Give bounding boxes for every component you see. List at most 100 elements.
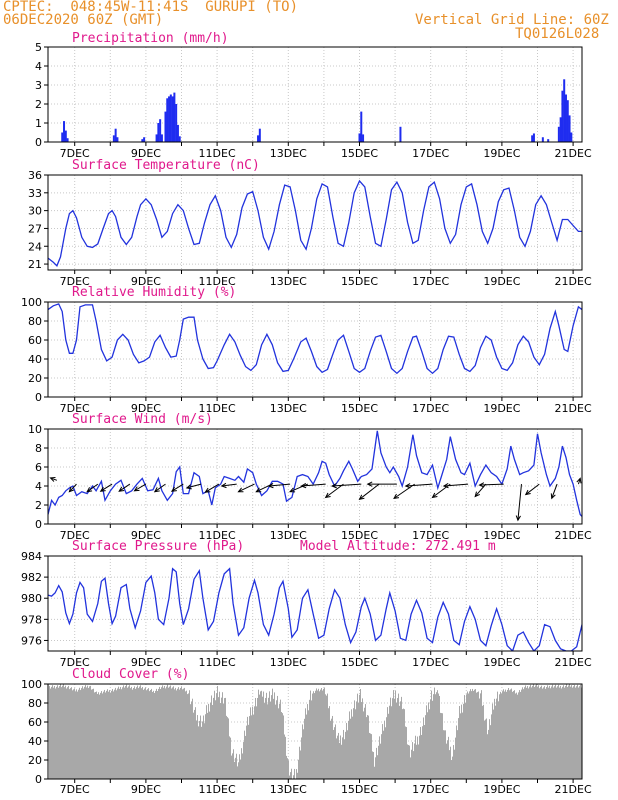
cloud-bar: [325, 694, 326, 779]
cloud-panel: 0 20 40 60 80 100 7DEC 9DEC 11DEC 13DEC 15DEC 17DEC…: [21, 667, 592, 796]
cloud-bar: [555, 684, 556, 779]
humidity-series-line: [48, 303, 582, 375]
cloud-bar: [158, 688, 159, 779]
cloud-bar: [85, 685, 86, 779]
cloud-bar: [481, 690, 482, 779]
humidity-ytick-label: 0: [35, 391, 42, 404]
cloud-bar: [452, 756, 453, 779]
cloud-bar: [501, 693, 502, 779]
cloud-bar: [300, 750, 301, 779]
cloud-bar: [439, 695, 440, 779]
cloud-bar: [424, 724, 425, 779]
cloud-bar: [517, 694, 518, 779]
wind-arrow-head: [524, 489, 531, 496]
cloud-bar: [448, 736, 449, 779]
precip-bar: [160, 134, 163, 142]
cloud-bar: [57, 685, 58, 779]
cloud-bar: [110, 692, 111, 779]
cloud-bar: [68, 685, 69, 779]
wind-arrow-head: [204, 487, 211, 493]
pressure-ytick-label: 980: [21, 592, 42, 605]
wind-arrow: [68, 483, 77, 493]
cloud-bar: [59, 686, 60, 779]
cloud-bar: [137, 685, 138, 779]
cloud-bar: [370, 733, 371, 779]
wind-arrow-head: [366, 481, 373, 487]
cloud-bar: [514, 690, 515, 779]
cloud-bar: [521, 689, 522, 779]
cloud-bar: [558, 684, 559, 779]
cloud-bar: [127, 687, 128, 779]
cloud-bar: [95, 691, 96, 779]
cloud-bar: [233, 749, 234, 779]
wind-arrow-head: [442, 483, 449, 489]
cloud-bar: [565, 686, 566, 779]
cloud-bar: [182, 689, 183, 779]
wind-arrow-head: [133, 486, 140, 492]
precip-bar: [155, 134, 158, 142]
cloud-bar: [289, 775, 290, 779]
cloud-bar: [549, 685, 550, 779]
cloud-bar: [397, 698, 398, 779]
precip-xtick-label: 9DEC: [131, 147, 161, 160]
cloud-bar: [143, 689, 144, 779]
cloud-bar: [306, 714, 307, 779]
wind-xtick-label: 7DEC: [60, 529, 90, 542]
humidity-xtick-label: 19DEC: [483, 402, 520, 415]
cloud-bar: [579, 686, 580, 779]
cloud-bar: [185, 691, 186, 779]
humidity-frame: [47, 301, 583, 398]
cloud-bar: [463, 703, 464, 779]
cloud-bar: [416, 744, 417, 779]
cloud-bar: [331, 718, 332, 779]
cloud-bar: [238, 762, 239, 779]
cloud-bar: [201, 726, 202, 779]
cloud-bar: [308, 710, 309, 779]
cloud-bar: [381, 734, 382, 779]
precip-bar: [178, 136, 181, 142]
cloud-bar: [209, 711, 210, 779]
precip-bar: [568, 115, 571, 142]
wind-arrow: [551, 483, 558, 499]
cloud-bar: [568, 685, 569, 779]
cloud-bar: [107, 689, 108, 779]
cloud-bar: [459, 705, 460, 779]
cloud-bar: [575, 687, 576, 779]
cloud-bar: [276, 700, 277, 779]
cloud-bar: [278, 708, 279, 779]
wind-xtick-label: 11DEC: [199, 529, 236, 542]
wind-arrow-head: [170, 486, 177, 492]
cloud-bar: [86, 687, 87, 779]
cloud-bar: [330, 720, 331, 779]
cloud-bar: [317, 690, 318, 779]
cloud-bar: [384, 720, 385, 779]
humidity-panel: 0 20 40 60 80 100 7DEC 9DEC 11DEC 13DEC 15DEC 17DEC…: [21, 285, 592, 415]
cloud-bar: [114, 689, 115, 779]
cloud-bar: [173, 686, 174, 779]
cloud-bar: [150, 690, 151, 779]
cloud-bar: [421, 734, 422, 779]
cloud-bar: [423, 717, 424, 779]
humidity-xtick-label: 13DEC: [270, 402, 307, 415]
cloud-bar: [377, 755, 378, 779]
cloud-bar: [270, 701, 271, 779]
precip-bar: [141, 139, 144, 142]
cloud-bar: [64, 687, 65, 779]
wind-arrow: [171, 483, 184, 492]
cloud-ytick-label: 20: [28, 754, 42, 767]
cloud-bar: [244, 730, 245, 779]
pressure-xtick-label: 7DEC: [60, 656, 90, 669]
cloud-bar: [243, 742, 244, 779]
cloud-bar: [274, 692, 275, 779]
cloud-bar: [109, 690, 110, 779]
humidity-ytick-label: 60: [28, 334, 42, 347]
wind-arrow-head: [118, 486, 125, 492]
cloud-bar: [176, 690, 177, 779]
pressure-xtick-label: 21DEC: [555, 656, 592, 669]
precip-bar: [570, 132, 573, 142]
cloud-bar: [198, 726, 199, 779]
cloud-bar: [494, 698, 495, 779]
pressure-series-line: [48, 567, 582, 651]
cloud-bar: [318, 688, 319, 779]
temperature-ytick-label: 36: [28, 169, 42, 182]
